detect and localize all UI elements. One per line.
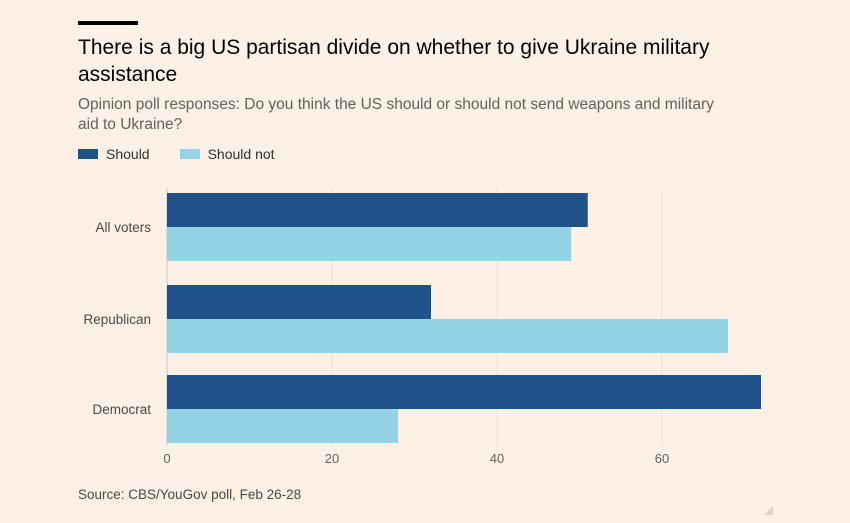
legend-swatch-should bbox=[78, 149, 98, 159]
x-tick-label: 0 bbox=[163, 451, 170, 466]
x-tick-label: 40 bbox=[490, 451, 504, 466]
legend-swatch-should-not bbox=[179, 149, 200, 159]
header-bar bbox=[78, 21, 138, 25]
resize-corner-icon bbox=[764, 506, 773, 515]
legend-label-should-not: Should not bbox=[207, 146, 275, 162]
x-tick-label: 60 bbox=[655, 451, 669, 466]
legend-item-should: Should bbox=[78, 146, 150, 162]
chart-title: There is a big US partisan divide on whe… bbox=[78, 36, 710, 86]
chart-subtitle: Opinion poll responses: Do you think the… bbox=[78, 96, 714, 133]
category-label: All voters bbox=[95, 220, 151, 235]
bar-should-not bbox=[167, 319, 728, 353]
bar-should bbox=[167, 285, 431, 319]
source-note: Source: CBS/YouGov poll, Feb 26-28 bbox=[78, 487, 302, 502]
category-label: Republican bbox=[83, 312, 151, 327]
bar-should-not bbox=[167, 227, 572, 261]
legend: Should Should not bbox=[78, 146, 275, 162]
x-tick-label: 20 bbox=[325, 451, 339, 466]
bar-should bbox=[167, 375, 761, 409]
category-label: Democrat bbox=[92, 402, 151, 417]
bar-should bbox=[167, 193, 588, 227]
legend-item-should-not: Should not bbox=[179, 146, 275, 162]
legend-label-should: Should bbox=[106, 146, 150, 162]
bar-should-not bbox=[167, 409, 398, 443]
